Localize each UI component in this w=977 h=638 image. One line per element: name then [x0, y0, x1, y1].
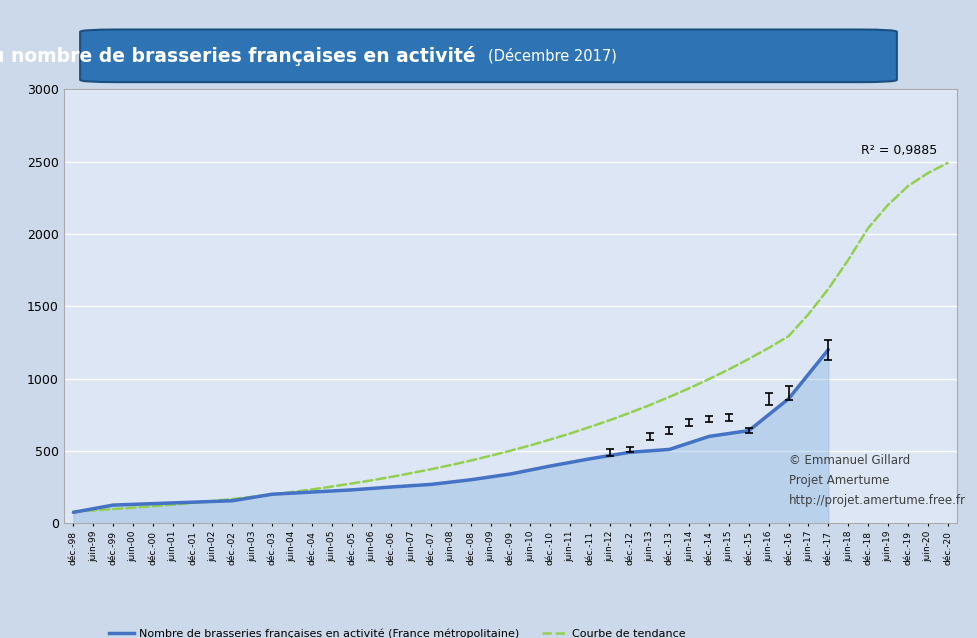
Text: Evolution du nombre de brasseries françaises en activité: Evolution du nombre de brasseries frança…	[0, 46, 488, 66]
Text: © Emmanuel Gillard
Projet Amertume
http://projet.amertume.free.fr: © Emmanuel Gillard Projet Amertume http:…	[788, 454, 965, 507]
Text: (Décembre 2017): (Décembre 2017)	[488, 48, 617, 64]
Legend: Nombre de brasseries françaises en activité (France métropolitaine), Courbe de t: Nombre de brasseries françaises en activ…	[105, 624, 690, 638]
FancyBboxPatch shape	[80, 29, 897, 82]
Text: R² = 0,9885: R² = 0,9885	[862, 144, 938, 156]
